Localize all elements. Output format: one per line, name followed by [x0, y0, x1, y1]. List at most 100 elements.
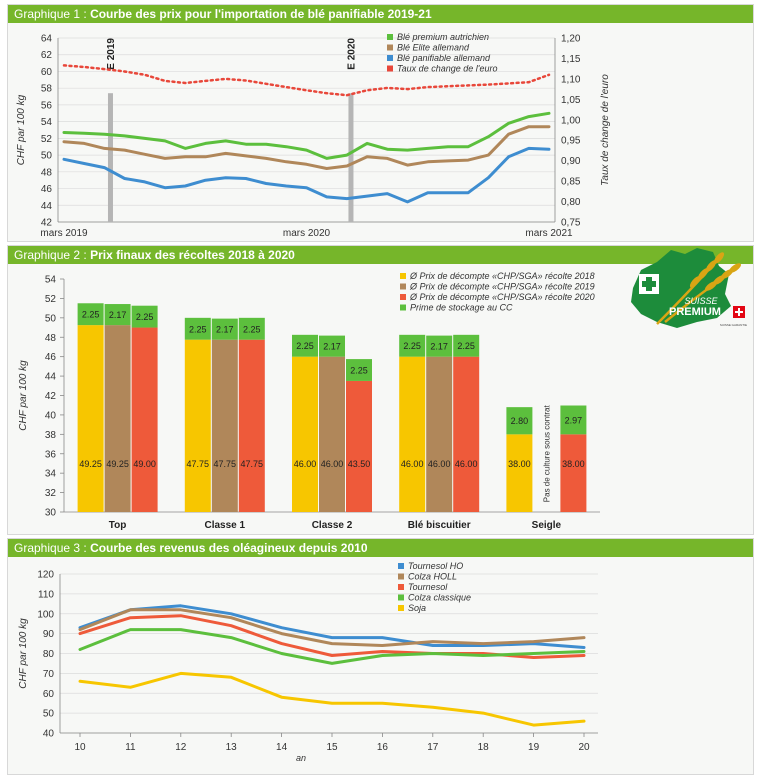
y-tick-label: 62 — [41, 50, 53, 61]
x-tick-label: 20 — [578, 742, 590, 753]
bar-segment — [131, 327, 158, 512]
bar-value-label: 46.00 — [428, 459, 451, 469]
event-marker-bar — [348, 93, 354, 222]
chart-number: Graphique 3 : — [14, 541, 87, 555]
legend-label: Tournesol — [408, 582, 448, 592]
premium-value-label: 2.25 — [350, 366, 368, 376]
chart-title: Prix finaux des récoltes 2018 à 2020 — [90, 248, 295, 262]
premium-bar-segment — [319, 335, 345, 357]
y2-tick-label: 0,85 — [561, 177, 581, 188]
chart-panel-1: Graphique 1 : Courbe des prix pour l'imp… — [7, 4, 754, 242]
x-tick-label: mars 2021 — [525, 228, 573, 239]
y2-tick-label: 1,15 — [561, 54, 581, 65]
premium-bar-segment — [184, 317, 211, 340]
bar-value-label: 47.75 — [214, 459, 237, 469]
premium-value-label: 2.25 — [457, 341, 475, 351]
bar-value-label: 49.25 — [79, 459, 102, 469]
category-label: Top — [109, 520, 127, 531]
premium-value-label: 2.17 — [430, 342, 448, 352]
logo-map-shape — [631, 248, 731, 328]
legend-swatch — [400, 273, 406, 279]
bar-segment — [211, 339, 238, 512]
chart-title: Courbe des prix pour l'importation de bl… — [90, 7, 432, 21]
y-tick-label: 32 — [45, 488, 57, 499]
chart-header: Graphique 2 : Prix finaux des récoltes 2… — [8, 246, 753, 264]
x-tick-label: 12 — [175, 742, 187, 753]
chart-panel-3: Graphique 3 : Courbe des revenus des olé… — [7, 538, 754, 775]
premium-bar-segment — [346, 359, 372, 381]
premium-bar-segment — [211, 318, 238, 340]
legend-label: Ø Prix de décompte «CHP/SGA» récolte 201… — [409, 282, 595, 292]
legend-swatch — [398, 584, 404, 590]
legend-label: Prime de stockage au CC — [410, 303, 513, 313]
y-tick-label: 80 — [43, 649, 55, 660]
premium-value-label: 2.25 — [82, 310, 100, 320]
event-marker-label: E 2020 — [346, 38, 357, 70]
legend-label: Colza classique — [408, 593, 471, 603]
bar-value-label: 47.75 — [241, 459, 264, 469]
y-tick-label: 46 — [41, 184, 53, 195]
logo-text-main: PREMIUM — [669, 306, 721, 318]
legend-swatch — [387, 55, 393, 61]
x-tick-label: 10 — [74, 742, 86, 753]
logo-text-top: SUISSE — [684, 296, 718, 306]
bar-segment — [104, 325, 131, 512]
y-tick-label: 120 — [37, 570, 54, 581]
premium-value-label: 2.25 — [296, 341, 314, 351]
suisse-premium-logo: SUISSE PREMIUM SUISSE GARANTIE — [631, 248, 747, 328]
premium-value-label: 2.80 — [511, 416, 529, 426]
bar-annotation: Pas de culture sous contrat — [542, 405, 551, 503]
premium-value-label: 2.17 — [323, 342, 341, 352]
category-label: Blé biscuitier — [408, 520, 471, 531]
series-line — [78, 608, 586, 647]
legend-swatch — [400, 294, 406, 300]
event-marker-bar — [107, 93, 113, 222]
legend-swatch — [400, 283, 406, 290]
y-tick-label: 60 — [41, 67, 53, 78]
legend-label: Blé Elite allemand — [397, 43, 470, 53]
series-line — [78, 628, 586, 665]
y-tick-label: 46 — [45, 352, 57, 363]
y-tick-label: 54 — [41, 117, 53, 128]
premium-bar-segment — [292, 334, 318, 357]
y-tick-label: 40 — [45, 410, 57, 421]
premium-bar-segment — [104, 304, 131, 326]
premium-bar-segment — [426, 335, 453, 357]
chart-panel-2: Graphique 2 : Prix finaux des récoltes 2… — [7, 245, 754, 535]
final-price-chart: 30 32 34 36 38 40 42 44 46 48 50 52 54 CHF par 100 kg… — [18, 271, 600, 531]
series-line — [78, 671, 586, 727]
premium-bar-segment — [560, 405, 587, 435]
y-tick-label: 64 — [41, 34, 53, 45]
bar-segment — [184, 339, 211, 512]
bar-segment — [560, 434, 587, 512]
series-line — [78, 604, 586, 649]
event-marker-label: E 2019 — [106, 38, 117, 70]
x-tick-label: mars 2020 — [283, 228, 331, 239]
x-tick-label: 17 — [427, 742, 439, 753]
legend-label: Colza HOLL — [408, 572, 457, 582]
y-tick-label: 70 — [43, 669, 55, 680]
y-tick-label: 60 — [43, 689, 55, 700]
bar-segment — [453, 356, 480, 512]
premium-bar-segment — [77, 303, 104, 326]
premium-value-label: 2.25 — [243, 324, 261, 334]
bar-segment — [426, 356, 453, 512]
legend-label: Ø Prix de décompte «CHP/SGA» récolte 202… — [409, 292, 595, 302]
legend-swatch — [398, 563, 404, 569]
y-tick-label: 48 — [41, 167, 53, 178]
bar-segment — [346, 380, 372, 512]
y-axis-label: CHF par 100 kg — [18, 618, 29, 689]
y-tick-label: 42 — [41, 218, 53, 229]
category-label: Classe 2 — [312, 520, 353, 531]
legend-swatch — [398, 573, 404, 580]
bar-segment — [77, 325, 104, 512]
premium-bar-segment — [399, 334, 426, 357]
x-axis-label: an — [296, 753, 306, 763]
y-tick-label: 110 — [38, 589, 54, 600]
x-tick-label: 15 — [326, 742, 338, 753]
premium-value-label: 2.17 — [216, 325, 234, 335]
series-line — [62, 146, 551, 204]
legend-label: Soja — [408, 603, 426, 613]
premium-value-label: 2.25 — [403, 341, 421, 351]
legend-swatch — [387, 65, 393, 72]
